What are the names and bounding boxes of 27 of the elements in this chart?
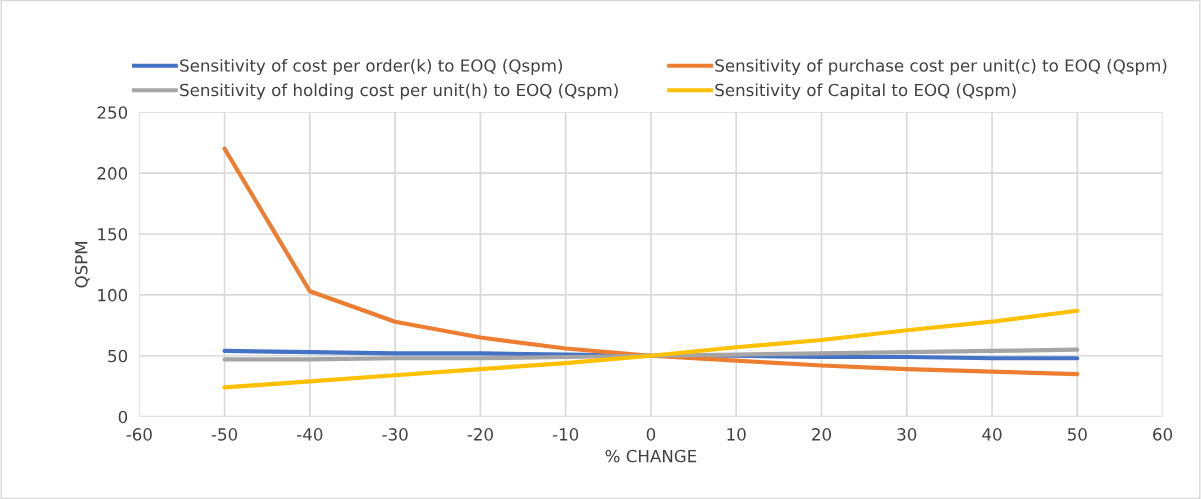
legend-label: Sensitivity of holding cost per unit(h) to EOQ (Qspm) [180,83,618,100]
legend-label: Sensitivity of cost per order(k) to EOQ (Qspm) [180,58,563,76]
x-tick-label: -10 [552,428,579,441]
y-tick-label: 150 [98,227,128,241]
legend-label: Sensitivity of Capital to EOQ (Qspm) [715,83,1016,100]
x-tick-label: -20 [467,428,493,441]
y-tick-label: 0 [118,410,128,424]
legend-label: Sensitivity of purchase cost per unit(c) to EOQ (Qspm) [715,58,1167,76]
y-axis-title: QSPM [75,242,90,288]
line-series [222,308,1080,390]
x-axis-title: % CHANGE [605,449,697,463]
line-series [222,146,1080,377]
x-tick-label: 50 [1067,428,1087,441]
x-tick-label: 20 [812,428,831,441]
x-tick-label: 10 [727,428,746,441]
y-tick-label: 50 [108,349,128,363]
y-tick-label: 100 [98,288,128,302]
x-tick-label: 40 [982,428,1002,441]
x-tick-label: -50 [211,428,238,441]
x-tick-label: -60 [126,428,152,441]
x-tick-label: 30 [897,428,917,441]
x-tick-label: -40 [297,428,323,441]
x-tick-label: -30 [382,428,408,441]
x-tick-label: 0 [646,428,656,441]
x-tick-label: 60 [1153,428,1173,441]
y-tick-label: 200 [97,167,128,180]
y-tick-label: 250 [97,106,128,119]
